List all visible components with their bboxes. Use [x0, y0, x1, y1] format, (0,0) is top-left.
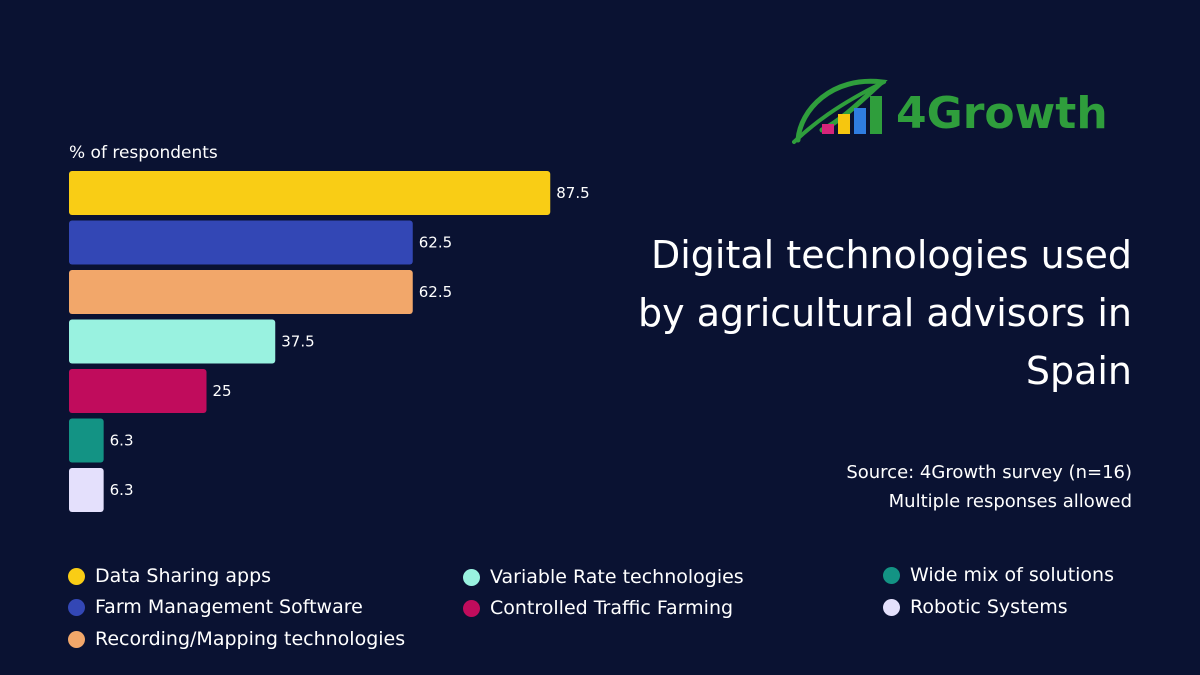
legend-label: Farm Management Software	[95, 596, 363, 618]
legend-swatch	[68, 598, 85, 616]
legend-item: Variable Rate technologies	[463, 566, 744, 588]
logo-bar-1	[822, 124, 834, 134]
bar-value-label: 25	[213, 382, 232, 400]
bar-value-label: 87.5	[556, 184, 589, 202]
legend-swatch	[883, 598, 900, 616]
bar-4	[69, 319, 276, 364]
bar-5	[69, 369, 207, 413]
bar-chart: 87.5 62.5 62.5 37.5 25 6.3 6.3	[69, 171, 590, 512]
bar-7	[69, 468, 104, 512]
bar-value-label: 6.3	[110, 481, 134, 499]
legend-item: Farm Management Software	[68, 596, 363, 618]
legend-label: Wide mix of solutions	[910, 564, 1114, 586]
legend-swatch	[68, 630, 85, 648]
logo-bar-4	[870, 96, 882, 134]
legend-swatch	[883, 566, 900, 584]
chart-title: Digital technologies used by agricultura…	[638, 233, 1132, 393]
bar-value-label: 37.5	[281, 333, 314, 351]
bar-3	[69, 270, 413, 314]
legend-item: Robotic Systems	[883, 596, 1068, 618]
legend-swatch	[463, 568, 480, 586]
legend-item: Controlled Traffic Farming	[463, 597, 733, 619]
bar-value-label: 62.5	[419, 234, 452, 252]
legend-item: Recording/Mapping technologies	[68, 628, 405, 650]
legend-label: Robotic Systems	[910, 596, 1068, 618]
bar-1	[69, 171, 551, 215]
legend-label: Variable Rate technologies	[490, 566, 744, 588]
4growth-logo	[792, 78, 888, 144]
bar-value-label: 6.3	[110, 432, 134, 450]
legend-label: Controlled Traffic Farming	[490, 597, 734, 619]
legend-label: Recording/Mapping technologies	[95, 628, 406, 650]
legend-swatch	[463, 599, 480, 617]
source-note: Source: 4Growth survey (n=16) Multiple r…	[846, 458, 1132, 516]
legend-swatch	[68, 567, 85, 585]
logo-text: 4Growth	[896, 88, 1108, 139]
bar-value-label: 62.5	[419, 283, 452, 301]
note-line: Multiple responses allowed	[888, 491, 1132, 512]
legend-item: Data Sharing apps	[68, 565, 271, 587]
legend-label: Data Sharing apps	[95, 565, 272, 587]
source-line: Source: 4Growth survey (n=16)	[846, 462, 1132, 483]
logo-bar-2	[838, 114, 850, 134]
legend-item: Wide mix of solutions	[883, 564, 1114, 586]
y-axis-label: % of respondents	[69, 143, 218, 163]
logo-bar-3	[854, 108, 866, 134]
logo-leaf-stem	[792, 80, 886, 144]
bar-2	[69, 220, 413, 265]
bar-6	[69, 418, 104, 463]
